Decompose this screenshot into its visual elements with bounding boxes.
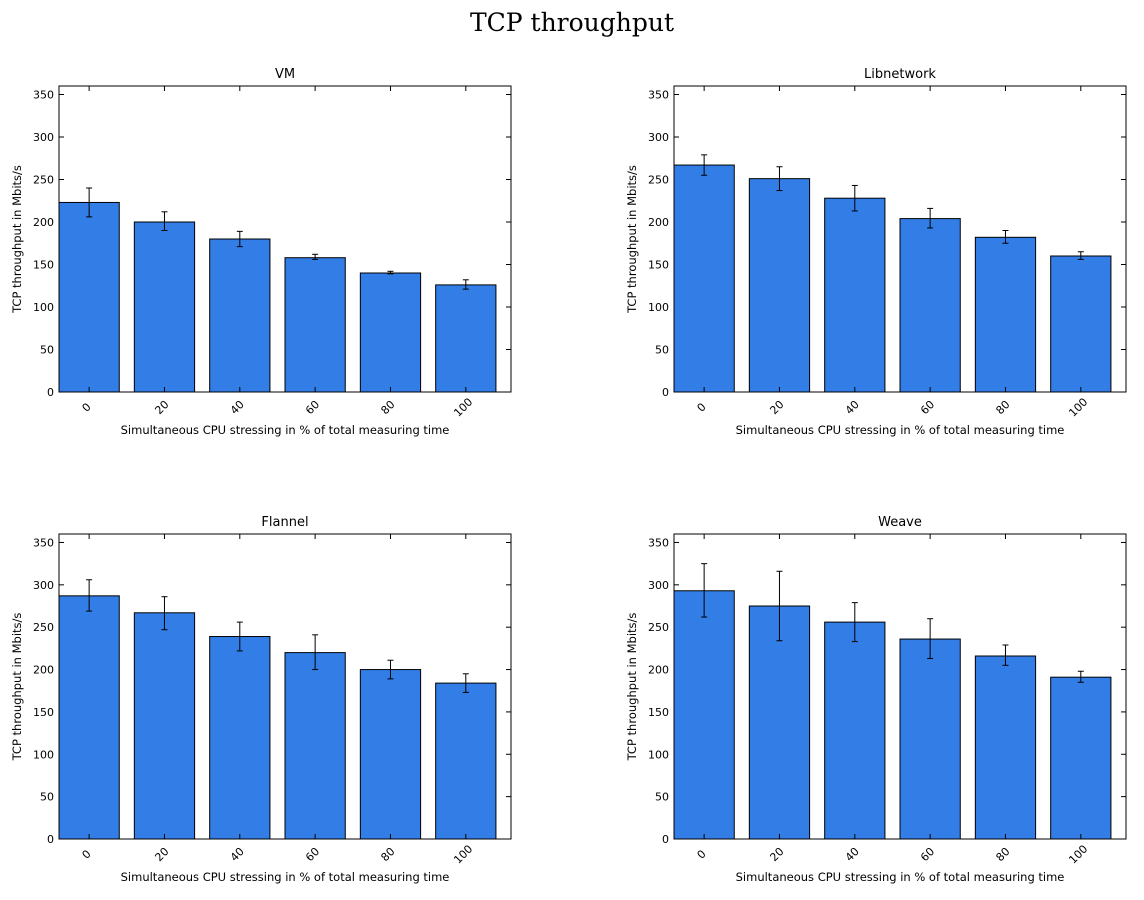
- y-tick-label: 0: [662, 386, 669, 399]
- y-axis-label: TCP throughput in Mbits/s: [10, 613, 24, 762]
- bar: [284, 257, 346, 393]
- y-tick-label: 250: [33, 621, 54, 634]
- bar: [435, 682, 497, 840]
- x-tick-label: 80: [378, 398, 397, 417]
- y-tick-label: 300: [648, 131, 669, 144]
- x-tick-label: 0: [80, 400, 94, 414]
- y-tick-label: 150: [33, 259, 54, 272]
- x-tick-label: 20: [152, 398, 171, 417]
- x-tick-label: 60: [918, 398, 937, 417]
- x-tick-label: 20: [767, 398, 786, 417]
- x-tick-label: 80: [378, 845, 397, 864]
- y-tick-label: 100: [648, 301, 669, 314]
- y-tick-label: 350: [648, 536, 669, 549]
- x-tick-label: 80: [993, 845, 1012, 864]
- y-tick-label: 300: [648, 579, 669, 592]
- bar: [673, 164, 735, 393]
- y-tick-label: 100: [648, 748, 669, 761]
- y-tick-label: 50: [40, 791, 54, 804]
- y-tick-label: 200: [33, 664, 54, 677]
- y-tick-label: 350: [33, 89, 54, 102]
- bar: [748, 605, 811, 840]
- bar: [359, 272, 422, 393]
- y-tick-label: 100: [33, 301, 54, 314]
- y-tick-label: 0: [47, 386, 54, 399]
- bar: [284, 652, 346, 840]
- y-tick-label: 350: [33, 536, 54, 549]
- y-tick-label: 150: [648, 706, 669, 719]
- y-tick-label: 300: [33, 579, 54, 592]
- y-tick-label: 50: [655, 344, 669, 357]
- bar: [1050, 255, 1112, 393]
- bar: [359, 669, 422, 840]
- bar: [58, 201, 120, 393]
- x-tick-label: 100: [451, 843, 475, 867]
- x-tick-label: 100: [1066, 843, 1090, 867]
- x-tick-label: 20: [767, 845, 786, 864]
- y-tick-label: 0: [662, 833, 669, 846]
- y-tick-label: 100: [33, 748, 54, 761]
- bar: [974, 655, 1037, 840]
- bar: [899, 218, 961, 393]
- x-tick-label: 100: [451, 396, 475, 420]
- x-tick-label: 60: [303, 845, 322, 864]
- y-tick-label: 200: [648, 216, 669, 229]
- x-axis-label: Simultaneous CPU stressing in % of total…: [121, 423, 450, 437]
- y-tick-label: 250: [648, 174, 669, 187]
- x-tick-label: 0: [695, 847, 709, 861]
- bar: [824, 197, 886, 393]
- y-axis-label: TCP throughput in Mbits/s: [625, 165, 639, 314]
- x-tick-label: 0: [695, 400, 709, 414]
- y-tick-label: 250: [648, 621, 669, 634]
- x-tick-label: 40: [228, 398, 247, 417]
- bar: [748, 178, 811, 393]
- x-tick-label: 100: [1066, 396, 1090, 420]
- figure-title: TCP throughput: [469, 8, 675, 37]
- bar: [58, 595, 120, 840]
- chart-panel-1: Libnetwork 0 50 100 150 200 250 300 350 0 20 40 60 80…: [625, 67, 1127, 437]
- x-tick-label: 80: [993, 398, 1012, 417]
- y-tick-label: 150: [648, 259, 669, 272]
- chart-title: Flannel: [261, 515, 308, 530]
- chart-panel-2: Flannel 0 50 100 150 200 250 300 350 0 20 40 60 80 100…: [10, 515, 512, 884]
- bar: [824, 621, 886, 840]
- bar: [435, 284, 497, 393]
- bar: [133, 612, 196, 840]
- x-tick-label: 40: [843, 398, 862, 417]
- chart-title: VM: [275, 67, 295, 82]
- bar: [673, 590, 735, 840]
- bar: [974, 236, 1037, 393]
- bar: [899, 638, 961, 840]
- x-tick-label: 20: [152, 845, 171, 864]
- y-tick-label: 200: [33, 216, 54, 229]
- y-tick-label: 250: [33, 174, 54, 187]
- x-tick-label: 60: [918, 845, 937, 864]
- chart-title: Libnetwork: [864, 67, 936, 82]
- x-tick-label: 0: [80, 847, 94, 861]
- bar: [133, 221, 196, 393]
- y-tick-label: 0: [47, 833, 54, 846]
- y-tick-label: 350: [648, 89, 669, 102]
- y-axis-label: TCP throughput in Mbits/s: [625, 613, 639, 762]
- y-tick-label: 50: [40, 344, 54, 357]
- y-tick-label: 200: [648, 664, 669, 677]
- x-tick-label: 60: [303, 398, 322, 417]
- bar: [209, 636, 271, 840]
- x-axis-label: Simultaneous CPU stressing in % of total…: [121, 870, 450, 884]
- y-tick-label: 300: [33, 131, 54, 144]
- bar: [209, 238, 271, 393]
- x-tick-label: 40: [228, 845, 247, 864]
- x-axis-label: Simultaneous CPU stressing in % of total…: [736, 870, 1065, 884]
- chart-title: Weave: [878, 515, 922, 530]
- bar: [1050, 676, 1112, 840]
- x-axis-label: Simultaneous CPU stressing in % of total…: [736, 423, 1065, 437]
- y-tick-label: 50: [655, 791, 669, 804]
- y-axis-label: TCP throughput in Mbits/s: [10, 165, 24, 314]
- y-tick-label: 150: [33, 706, 54, 719]
- x-tick-label: 40: [843, 845, 862, 864]
